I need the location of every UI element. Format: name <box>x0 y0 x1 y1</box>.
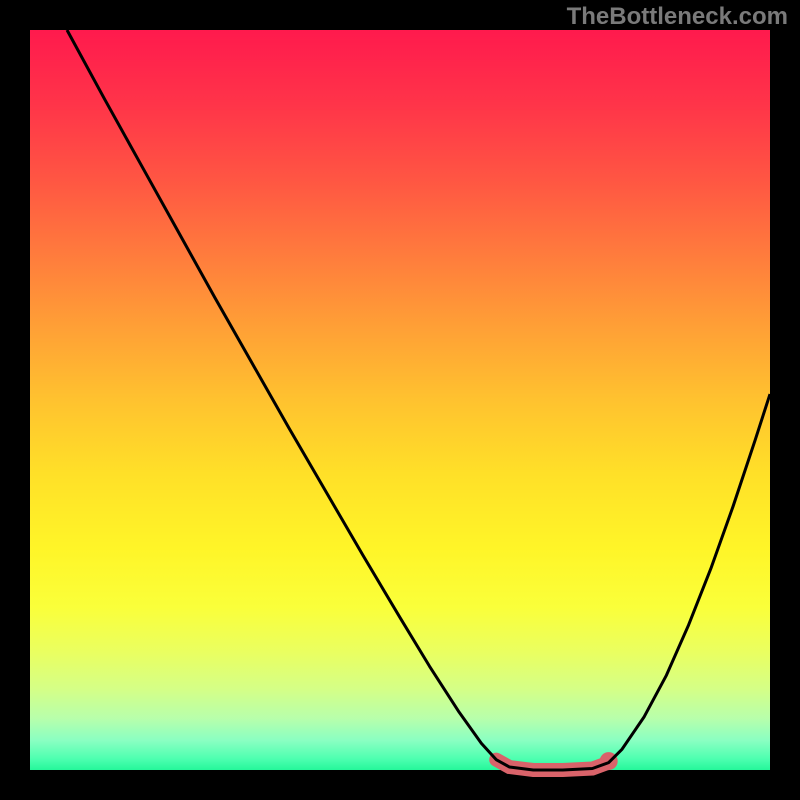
curve-layer <box>30 30 770 770</box>
watermark-text: TheBottleneck.com <box>567 3 788 31</box>
plot-area <box>30 30 770 770</box>
chart-container: TheBottleneck.com <box>0 0 800 800</box>
bottleneck-curve <box>67 30 770 770</box>
